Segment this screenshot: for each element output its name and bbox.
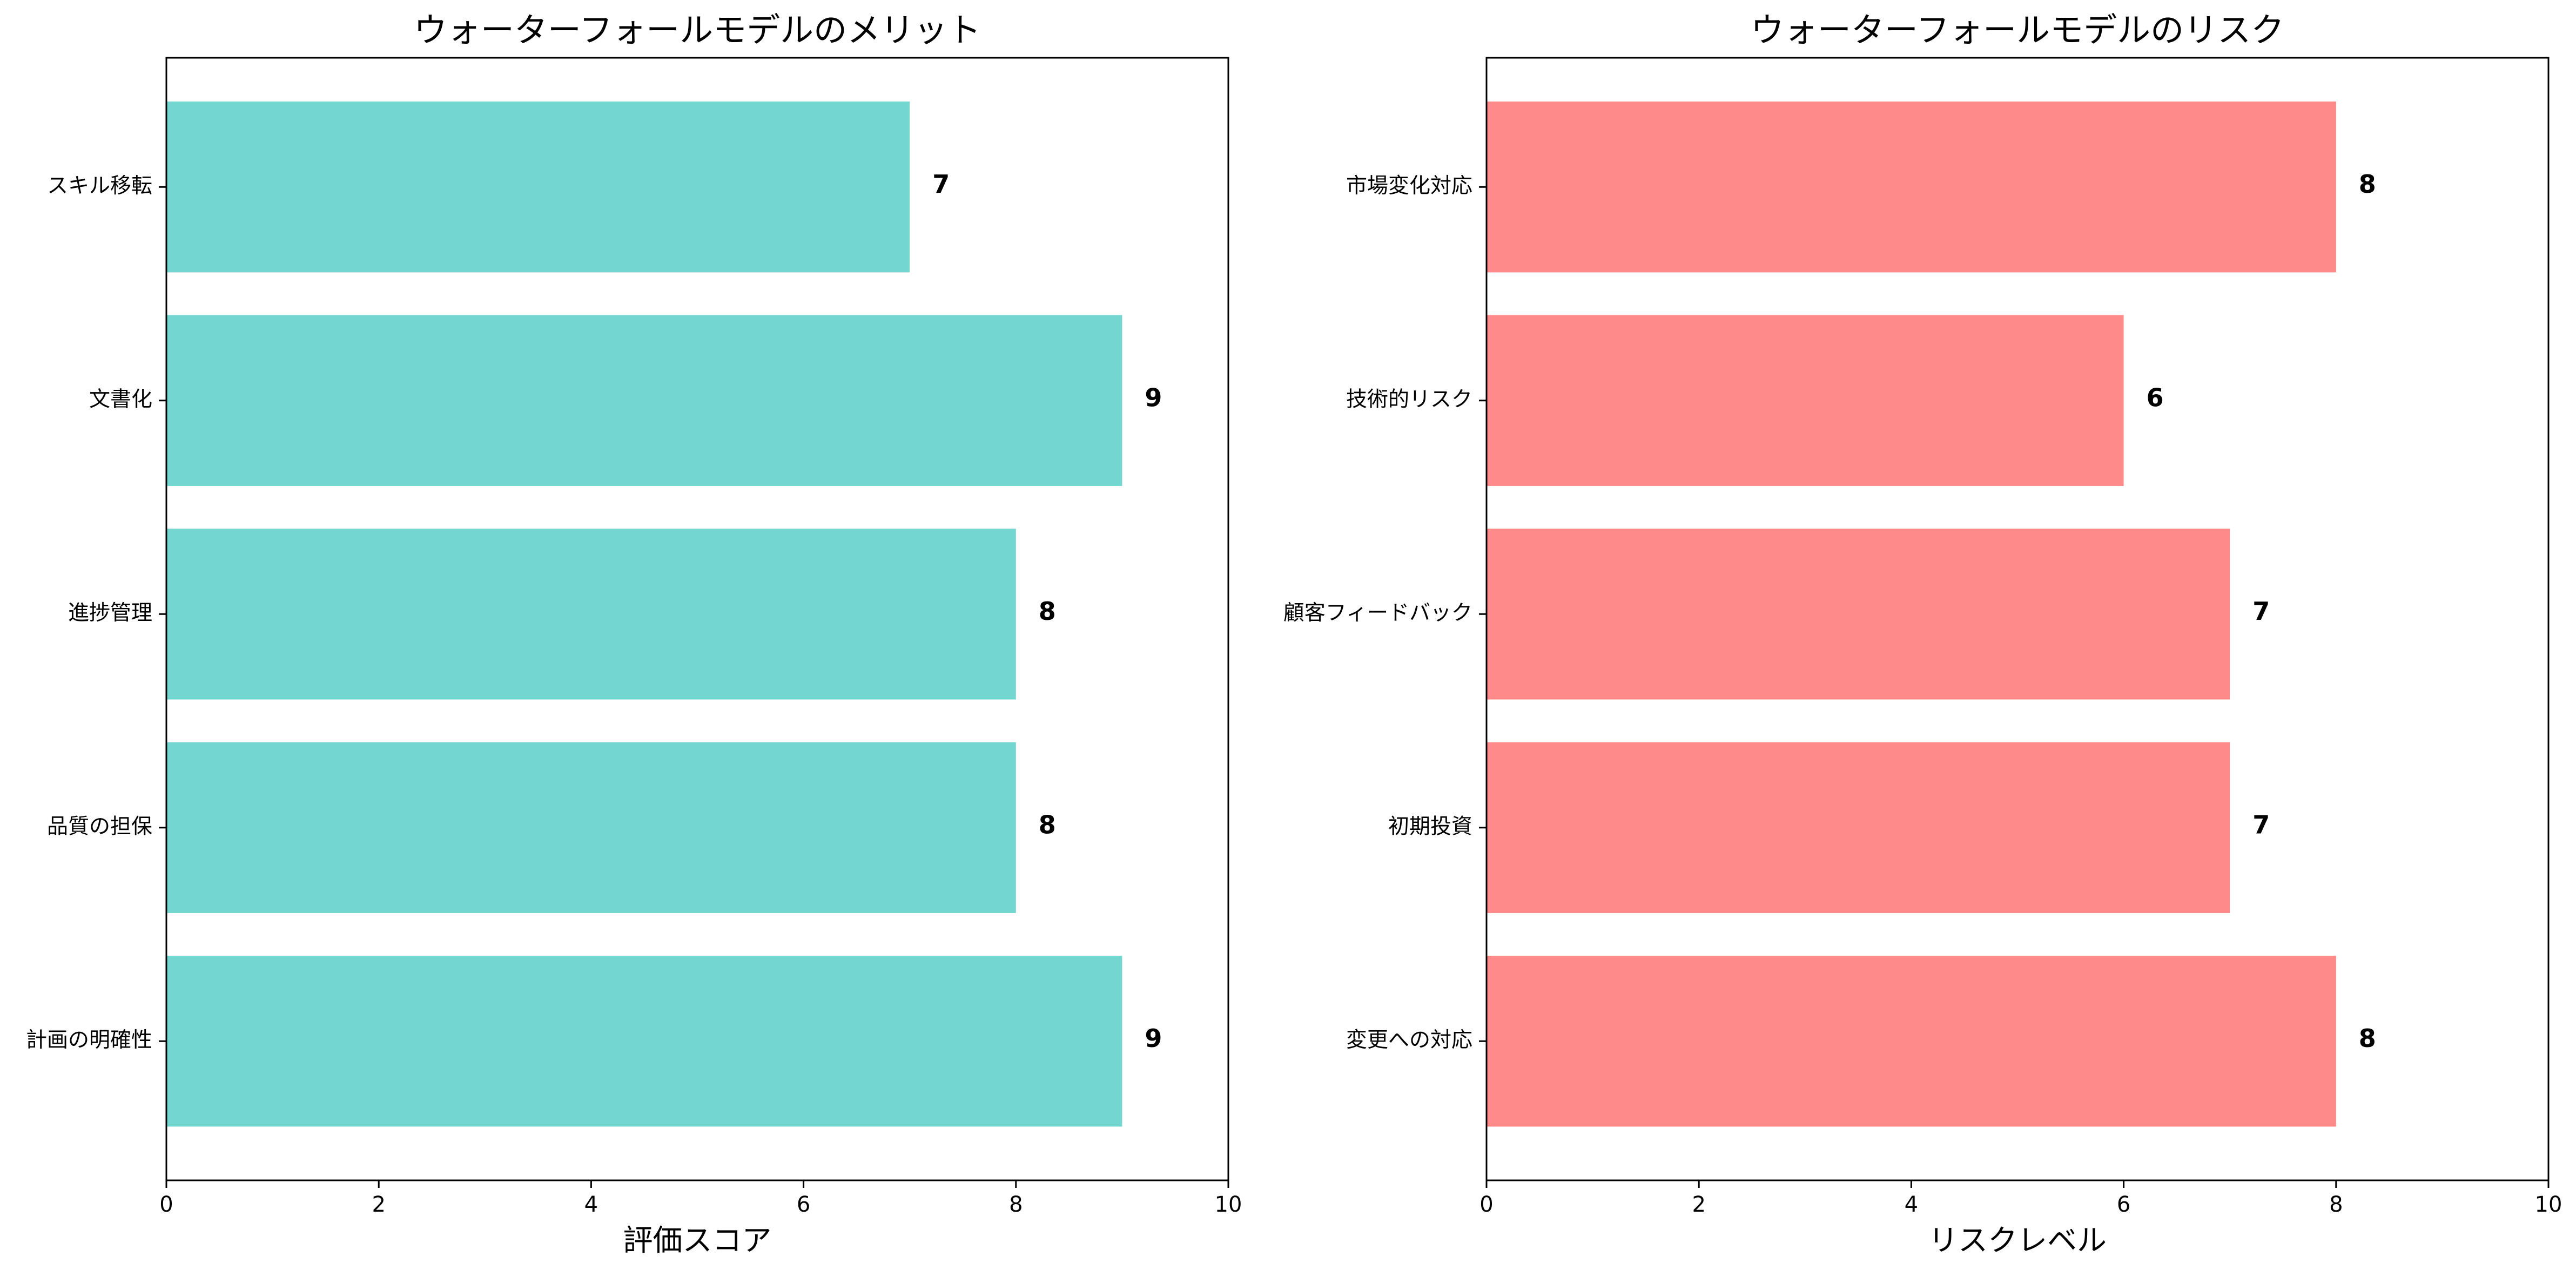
merit-bar — [166, 742, 1016, 913]
risk-bar — [1487, 529, 2230, 700]
merit-x-tick-label: 2 — [372, 1192, 385, 1217]
risk-data-label: 7 — [2252, 597, 2270, 626]
merit-bar — [166, 529, 1016, 700]
merit-data-label: 7 — [932, 170, 950, 199]
risk-bar — [1487, 315, 2124, 486]
merit-plot-frame — [165, 57, 1229, 1181]
merit-category-label: 進捗管理 — [68, 601, 152, 625]
risk-x-tick-label: 6 — [2117, 1192, 2130, 1217]
risk-x-tick-label: 0 — [1479, 1192, 1493, 1217]
risk-x-tick-label: 4 — [1905, 1192, 1918, 1217]
merit-category-label: 品質の担保 — [47, 814, 152, 839]
risk-data-label: 8 — [2359, 170, 2376, 199]
merit-x-tick-label: 10 — [1215, 1192, 1242, 1217]
merit-category-label: 計画の明確性 — [26, 1028, 152, 1052]
merit-x-tick-label: 4 — [584, 1192, 598, 1217]
merit-data-label: 9 — [1145, 383, 1162, 412]
risk-plot-frame — [1485, 57, 2550, 1181]
merit-x-axis-label: 評価スコア — [623, 1223, 771, 1258]
risk-category-label: 市場変化対応 — [1346, 174, 1472, 198]
risk-x-tick-label: 10 — [2535, 1192, 2562, 1217]
risk-bar — [1487, 956, 2336, 1127]
merit-chart-title: ウォーターフォールモデルのメリット — [414, 10, 981, 50]
risk-bar — [1487, 742, 2230, 913]
merit-x-tick-label: 0 — [159, 1192, 173, 1217]
risk-data-label: 6 — [2147, 383, 2164, 412]
merit-x-tick-label: 6 — [797, 1192, 810, 1217]
risk-category-label: 技術的リスク — [1346, 387, 1472, 411]
merit-data-label: 8 — [1039, 597, 1056, 626]
merit-bar — [166, 315, 1122, 486]
risk-category-label: 変更への対応 — [1346, 1028, 1472, 1052]
risk-x-axis-label: リスクレベル — [1928, 1223, 2107, 1258]
risk-category-label: 顧客フィードバック — [1283, 601, 1472, 625]
merit-data-label: 9 — [1145, 1024, 1162, 1053]
risk-data-label: 8 — [2359, 1024, 2376, 1053]
merit-bar — [166, 102, 910, 273]
risk-data-label: 7 — [2252, 810, 2270, 839]
merit-category-label: 文書化 — [89, 387, 152, 411]
merit-category-label: スキル移転 — [47, 174, 152, 198]
risk-category-label: 初期投資 — [1388, 814, 1472, 839]
risk-bar — [1487, 102, 2336, 273]
merit-x-tick-label: 8 — [1009, 1192, 1023, 1217]
risk-chart-title: ウォーターフォールモデルのリスク — [1751, 10, 2284, 50]
risk-x-tick-label: 2 — [1692, 1192, 1705, 1217]
merit-data-label: 8 — [1039, 810, 1056, 839]
merit-bar — [166, 956, 1122, 1127]
risk-x-tick-label: 8 — [2329, 1192, 2343, 1217]
